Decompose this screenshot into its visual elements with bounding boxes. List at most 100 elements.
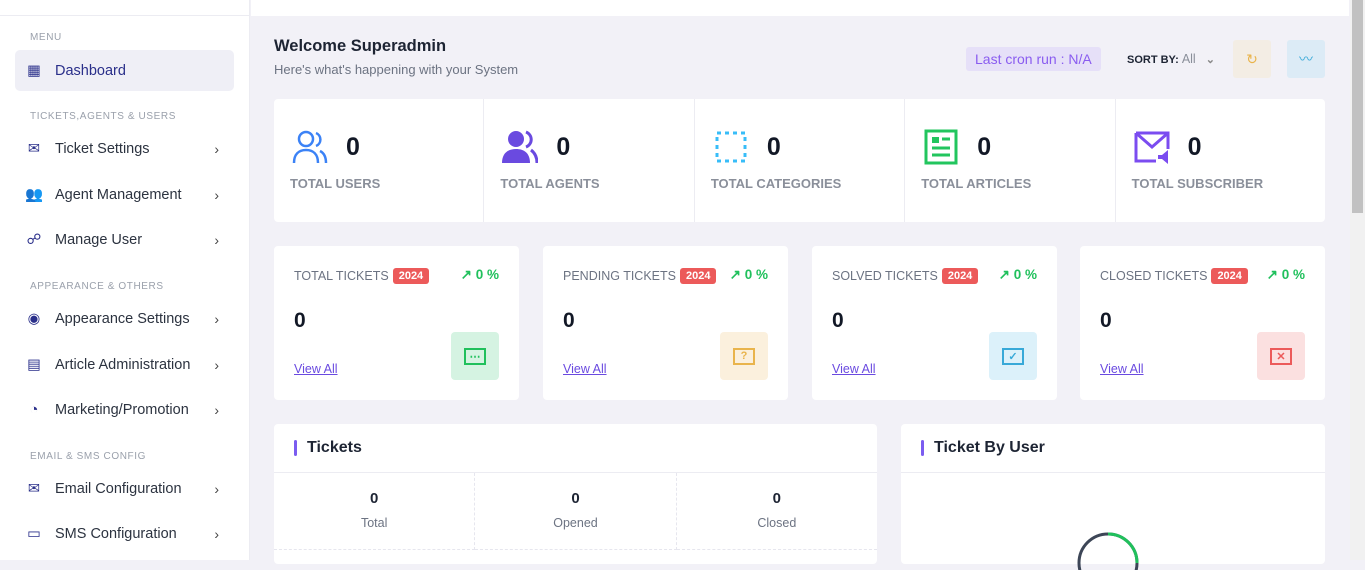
chevron-right-icon: ›	[214, 140, 219, 157]
categories-icon	[715, 131, 747, 163]
sidebar: MENU ▦ Dashboard TICKETS,AGENTS & USERS ✉…	[0, 0, 250, 560]
stat-label: TOTAL CATEGORIES	[710, 176, 842, 191]
ticket-type-icon: ✕	[1257, 332, 1305, 380]
view-all-link[interactable]: View All	[294, 362, 338, 376]
stat-value: 0	[346, 133, 360, 161]
growth-percent: ↗ 0 %	[1266, 267, 1305, 282]
section-label: EMAIL & SMS CONFIG	[30, 451, 147, 462]
ticket-card: PENDING TICKETS 2024 ↗ 0 % 0 View All?	[543, 246, 788, 400]
chevron-right-icon: ›	[214, 231, 219, 248]
users-icon: 👥	[24, 187, 44, 203]
ticket-card-title: CLOSED TICKETS	[1100, 269, 1208, 283]
label: Article Administration	[55, 356, 191, 373]
sidebar-item-dashboard[interactable]: ▦ Dashboard	[15, 50, 234, 91]
top-header	[251, 0, 1349, 16]
stat-value: 0	[766, 133, 781, 161]
globe-icon: ◉	[27, 310, 41, 327]
sidebar-item-article-administration[interactable]: ▤ Article Administration ›	[15, 344, 234, 385]
sort-dropdown[interactable]: SORT BY: All ⌄	[1127, 52, 1215, 66]
section-label: APPEARANCE & OTHERS	[30, 281, 164, 292]
stat-total-users: 0 TOTAL USERS	[274, 99, 485, 222]
chat-icon: ✕	[1270, 347, 1292, 365]
ticket-card: SOLVED TICKETS 2024 ↗ 0 % 0 View All ✓	[812, 246, 1057, 400]
label: Closed	[757, 516, 797, 530]
ticket-count: 0	[563, 309, 575, 332]
sidebar-item-email-configuration[interactable]: ✉ Email Configuration ›	[15, 468, 234, 509]
page-title: Welcome Superadmin	[274, 37, 447, 55]
view-all-link[interactable]: View All	[832, 362, 876, 376]
tickets-closed: 0 Closed	[676, 473, 877, 550]
arrow-up-right-icon: ↗	[998, 267, 1010, 282]
sidebar-item-manage-user[interactable]: ☍ Manage User ›	[15, 219, 234, 260]
year-badge: 2024	[941, 268, 979, 284]
chevron-right-icon: ›	[214, 401, 219, 418]
year-badge: 2024	[392, 268, 430, 284]
ticket-by-user-panel: Ticket By User	[901, 424, 1325, 570]
growth-percent: ↗ 0 %	[998, 267, 1037, 282]
ticket-card-title: PENDING TICKETS	[563, 269, 676, 283]
ticket-count: 0	[1100, 309, 1112, 332]
scrollbar[interactable]	[1350, 0, 1365, 560]
view-all-link[interactable]: View All	[1100, 362, 1144, 376]
sidebar-item-agent-management[interactable]: 👥 Agent Management ›	[15, 174, 234, 215]
value: 0	[571, 490, 580, 507]
refresh-icon: ↻	[1246, 50, 1258, 67]
refresh-button[interactable]: ↻	[1233, 40, 1271, 78]
stat-total-categories: 0 TOTAL CATEGORIES	[695, 99, 906, 222]
year-badge: 2024	[679, 268, 717, 284]
tickets-opened: 0 Opened	[475, 473, 677, 550]
scrollbar-thumb[interactable]	[1352, 0, 1363, 213]
chart-icon: ◔	[29, 401, 39, 418]
article-icon	[924, 129, 958, 165]
label: Appearance Settings	[55, 310, 190, 327]
ticket-card-title: TOTAL TICKETS	[294, 269, 389, 283]
stat-label: TOTAL USERS	[290, 176, 381, 191]
chevron-right-icon: ›	[214, 480, 219, 497]
chevron-down-icon: ⌄	[1205, 54, 1215, 66]
page-subtitle: Here's what's happening with your System	[274, 62, 519, 77]
view-all-link[interactable]: View All	[563, 362, 607, 376]
tickets-total: 0 Total	[274, 473, 476, 550]
ticket-card: TOTAL TICKETS 2024 ↗ 0 % 0 View All ⋯	[274, 246, 519, 400]
value: 0	[369, 490, 379, 507]
dashboard-icon: ▦	[27, 62, 41, 79]
arrow-up-right-icon: ↗	[460, 267, 472, 282]
stat-value: 0	[977, 133, 992, 161]
sort-label: SORT BY:	[1127, 54, 1179, 66]
stat-total-articles: 0 TOTAL ARTICLES	[905, 99, 1116, 222]
chat-icon: ?	[733, 347, 755, 365]
value: 0	[772, 490, 781, 507]
label: SMS Configuration	[55, 525, 177, 542]
activity-button[interactable]: 〰	[1287, 40, 1325, 78]
article-icon: ▤	[27, 356, 41, 373]
panel-title: Ticket By User	[901, 424, 1325, 473]
label: Opened	[553, 516, 598, 530]
mail-speaker-icon	[1134, 131, 1170, 164]
year-badge: 2024	[1211, 268, 1248, 284]
agents-icon	[502, 130, 539, 164]
section-label: MENU	[30, 32, 62, 43]
sidebar-item-sms-configuration[interactable]: ▭ SMS Configuration ›	[15, 513, 234, 554]
summary-stats: 0 TOTAL USERS 0 TOTAL AGENTS 0 TOTAL CATEGO…	[274, 99, 1325, 222]
ticket-type-icon: ⋯	[451, 332, 499, 380]
ticket-card: CLOSED TICKETS 2024 ↗ 0 % 0 View All ✕	[1080, 246, 1325, 400]
sms-icon: ▭	[27, 525, 41, 542]
ticket-type-icon: ?	[720, 332, 768, 380]
chevron-right-icon: ›	[214, 525, 219, 542]
label: Manage User	[55, 231, 143, 248]
stat-label: TOTAL SUBSCRIBER	[1131, 176, 1264, 191]
sidebar-top	[0, 0, 249, 16]
loading-spinner	[1077, 532, 1139, 570]
sidebar-item-ticket-settings[interactable]: ✉ Ticket Settings ›	[15, 128, 234, 169]
cron-badge: Last cron run : N/A	[966, 47, 1101, 71]
sidebar-item-marketing[interactable]: ◔ Marketing/Promotion ›	[15, 389, 234, 430]
mail-settings-icon: ✉	[27, 480, 41, 497]
stat-value: 0	[556, 133, 571, 161]
arrow-up-right-icon: ↗	[729, 267, 741, 282]
sidebar-item-appearance-settings[interactable]: ◉ Appearance Settings ›	[15, 298, 234, 339]
chevron-right-icon: ›	[214, 356, 219, 373]
label: Agent Management	[55, 186, 182, 203]
label: Total	[360, 516, 388, 530]
growth-percent: ↗ 0 %	[460, 267, 499, 282]
activity-icon: 〰	[1299, 51, 1313, 67]
